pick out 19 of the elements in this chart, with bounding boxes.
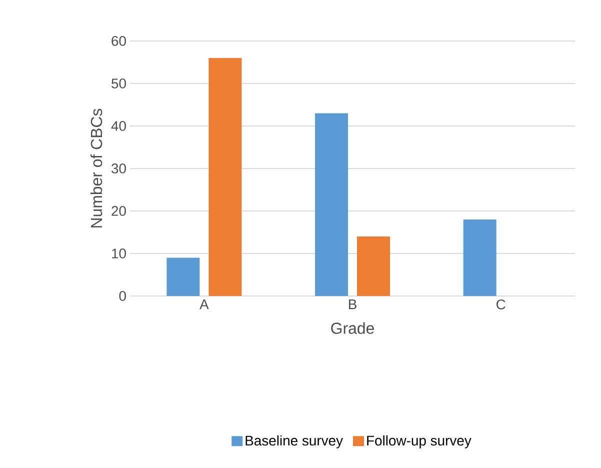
x-tick-label: A — [200, 300, 209, 310]
bar — [357, 236, 390, 296]
legend-label: Follow-up survey — [367, 435, 472, 448]
y-tick-label: 30 — [112, 164, 126, 174]
x-tick-label: C — [496, 299, 506, 310]
y-tick-label: 40 — [111, 121, 126, 131]
y-axis-title: Number of CBCs — [90, 108, 102, 228]
y-tick-label: 20 — [112, 206, 126, 216]
y-tick-label: 10 — [112, 248, 126, 258]
y-tick-label: 60 — [112, 36, 126, 46]
y-tick-label: 0 — [119, 291, 126, 301]
legend-label: Baseline survey — [246, 435, 343, 448]
bar — [463, 219, 496, 296]
bar — [208, 58, 242, 296]
bar — [315, 113, 348, 296]
x-tick-label: B — [348, 300, 356, 310]
bar — [166, 258, 200, 296]
y-tick-label: 50 — [112, 78, 126, 88]
x-axis-title: Grade — [331, 322, 374, 334]
